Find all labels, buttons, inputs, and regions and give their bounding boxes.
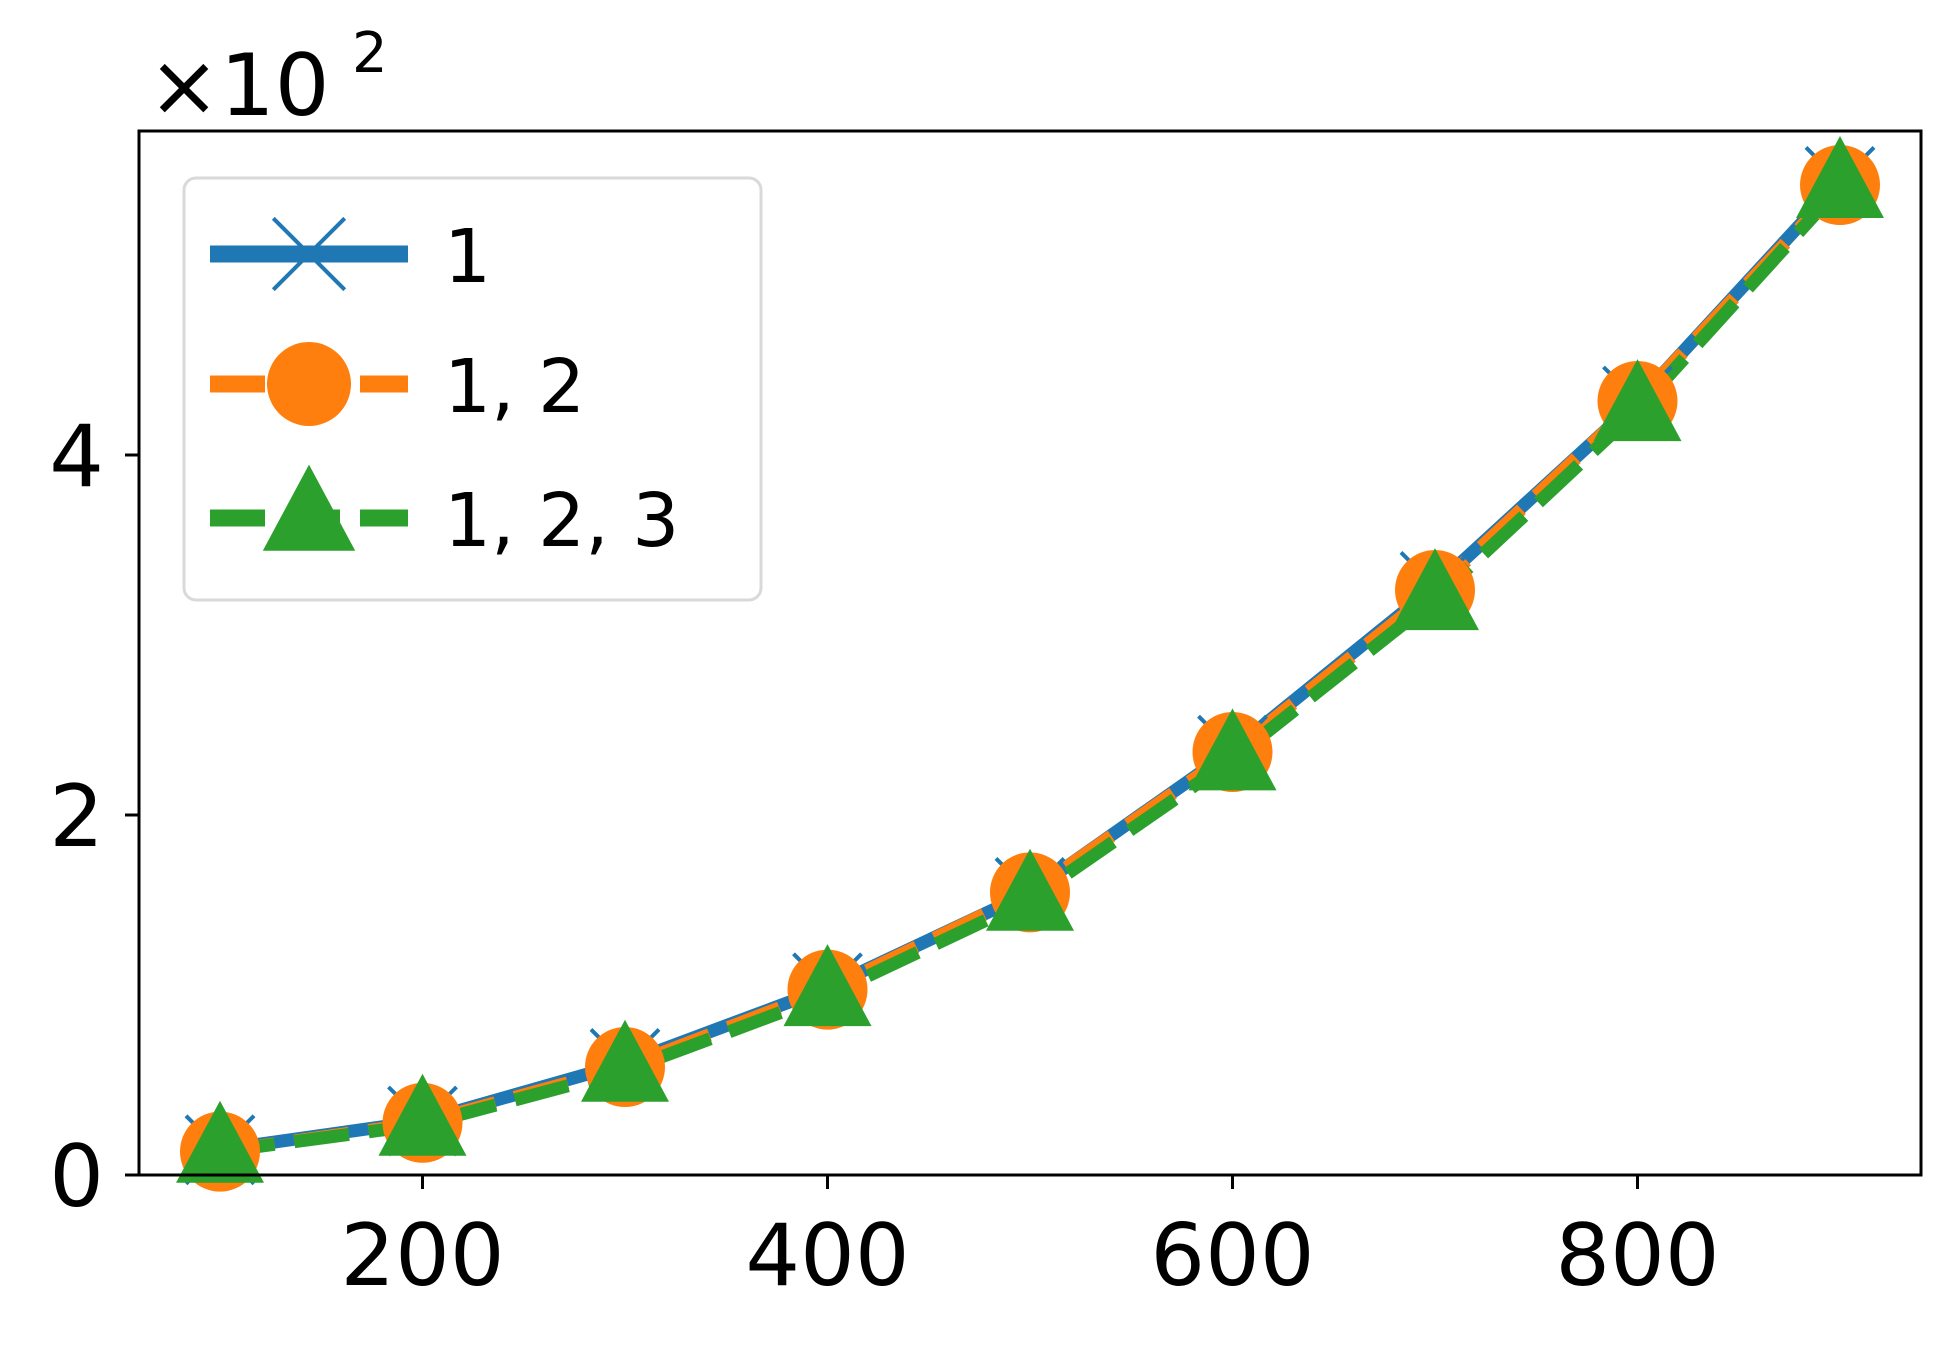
y-multiplier-exponent: 2 bbox=[352, 21, 388, 86]
x-tick-label: 400 bbox=[745, 1206, 909, 1306]
x-tick-label: 600 bbox=[1150, 1206, 1314, 1306]
legend-frame bbox=[182, 176, 763, 602]
series-3-point bbox=[986, 848, 1074, 931]
y-tick-label: 2 bbox=[49, 767, 104, 867]
series-3-point bbox=[176, 1100, 264, 1183]
y-tick-label: 0 bbox=[49, 1127, 104, 1227]
legend-label-1: 1 bbox=[444, 214, 491, 300]
plot-frame bbox=[137, 129, 1923, 1177]
series-3-point bbox=[1188, 708, 1277, 791]
legend-marker-2 bbox=[267, 342, 351, 426]
legend-marker-3 bbox=[262, 464, 356, 551]
y-multiplier: ×10 bbox=[148, 36, 330, 136]
series-layer bbox=[176, 135, 1884, 1192]
series-3-point bbox=[783, 944, 872, 1027]
series-3-point bbox=[581, 1019, 669, 1102]
series-3-point bbox=[378, 1073, 467, 1156]
x-axis: 200 400 600 800 bbox=[340, 1175, 1720, 1306]
legend-label-3: 1, 2, 3 bbox=[444, 478, 679, 564]
series-3-point bbox=[1391, 548, 1479, 631]
series-3-point bbox=[1593, 359, 1682, 442]
y-tick-label: 4 bbox=[49, 407, 104, 507]
y-axis: 0 2 4 bbox=[49, 407, 139, 1227]
x-tick-label: 200 bbox=[340, 1206, 504, 1306]
series-3-point bbox=[1796, 135, 1884, 218]
marker-x-stroke bbox=[271, 216, 347, 292]
x-tick-label: 800 bbox=[1555, 1206, 1719, 1306]
legend-label-2: 1, 2 bbox=[444, 344, 585, 430]
legend-marker-1 bbox=[271, 216, 347, 292]
legend: 1 1, 2 1, 2, 3 bbox=[182, 176, 763, 602]
